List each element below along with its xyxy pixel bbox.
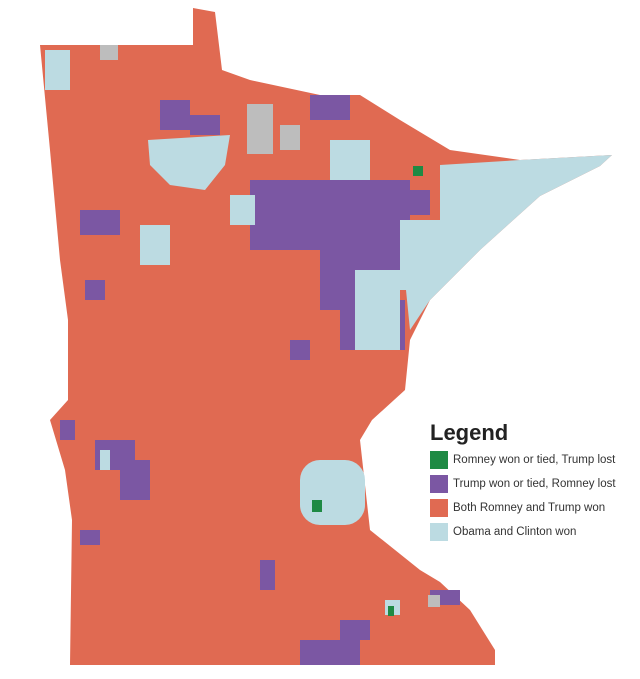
- no-data-areas: [100, 45, 440, 607]
- legend-label: Trump won or tied, Romney lost: [453, 478, 616, 490]
- legend-swatch: [430, 523, 448, 541]
- lake-superior-shore: [405, 155, 612, 330]
- legend-swatch: [430, 451, 448, 469]
- state-map: [40, 8, 612, 665]
- legend-swatch: [430, 499, 448, 517]
- romney-only-areas: [312, 166, 423, 616]
- legend: Legend Romney won or tied, Trump lost Tru…: [430, 420, 616, 541]
- legend-title: Legend: [430, 420, 508, 445]
- legend-label: Romney won or tied, Trump lost: [453, 454, 616, 466]
- legend-label: Obama and Clinton won: [453, 526, 576, 538]
- obama-clinton-areas: [45, 50, 440, 615]
- legend-label: Both Romney and Trump won: [453, 502, 605, 514]
- legend-swatch: [430, 475, 448, 493]
